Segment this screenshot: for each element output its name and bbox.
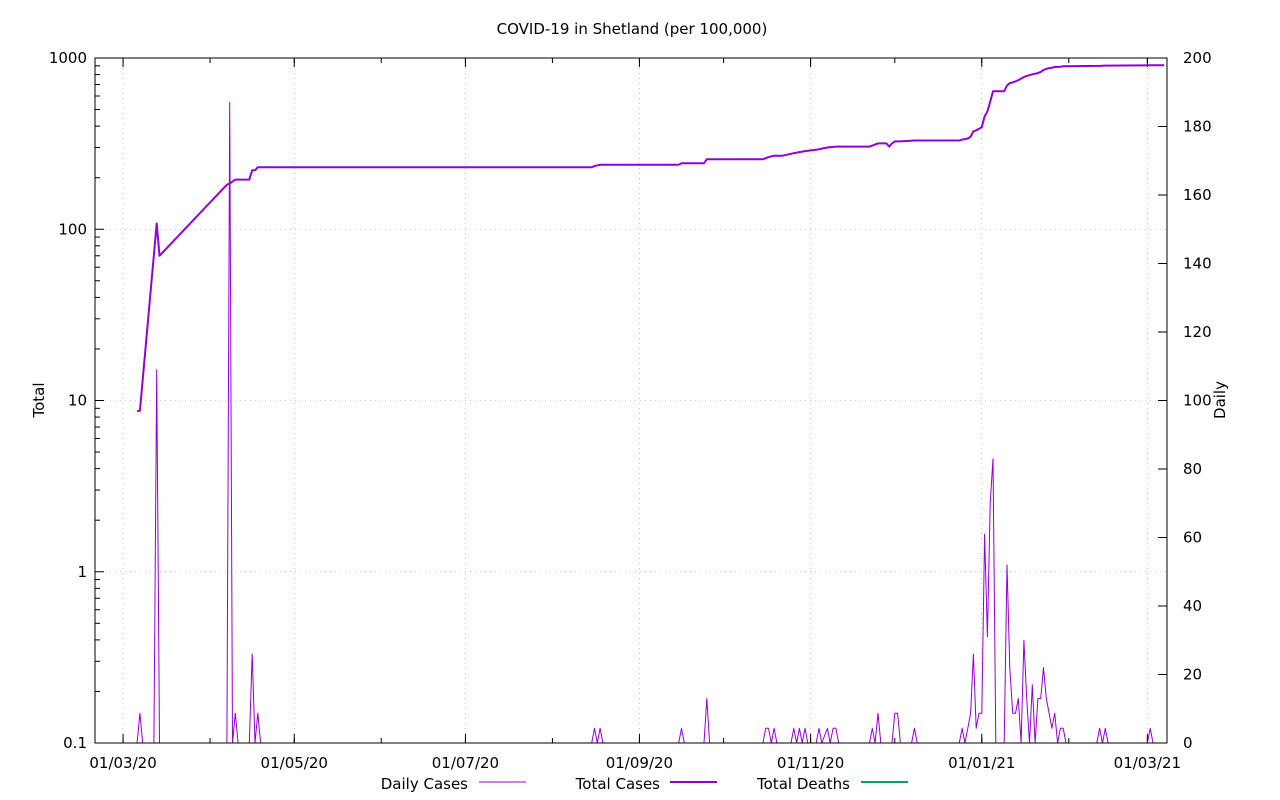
x-tick-label: 01/07/20 bbox=[432, 754, 499, 772]
x-tick-label: 01/11/20 bbox=[777, 754, 844, 772]
x-tick-label: 01/09/20 bbox=[606, 754, 673, 772]
x-tick-label: 01/03/20 bbox=[89, 754, 156, 772]
legend-label-daily-cases: Daily Cases bbox=[381, 775, 468, 793]
y-right-tick-label: 200 bbox=[1183, 49, 1212, 67]
total-cases-line bbox=[137, 64, 1165, 412]
y-left-tick-label: 10 bbox=[68, 392, 87, 410]
y-left-tick-label: 0.1 bbox=[63, 734, 87, 752]
grid bbox=[95, 58, 1167, 743]
plot-frame bbox=[94, 57, 1168, 744]
y-right-tick-label: 180 bbox=[1183, 118, 1212, 136]
legend-label-total-deaths: Total Deaths bbox=[756, 775, 850, 793]
y-right-tick-label: 80 bbox=[1183, 460, 1202, 478]
y-left-tick-label: 100 bbox=[58, 220, 87, 238]
y-right-tick-label: 160 bbox=[1183, 186, 1212, 204]
y-left-tick-label: 1 bbox=[77, 563, 87, 581]
y-right-tick-label: 20 bbox=[1183, 666, 1202, 684]
y-right-tick-label: 100 bbox=[1183, 392, 1212, 410]
axis-ticks: 0.1 1 10 100 1000 0 20 40 60 80 100 120 140 160 180 200… bbox=[49, 49, 1212, 772]
y-right-tick-label: 60 bbox=[1183, 529, 1202, 547]
x-tick-label: 01/01/21 bbox=[948, 754, 1015, 772]
y-left-tick-label: 1000 bbox=[49, 49, 87, 67]
chart-title: COVID-19 in Shetland (per 100,000) bbox=[497, 20, 768, 38]
y-right-tick-label: 120 bbox=[1183, 323, 1212, 341]
x-tick-label: 01/05/20 bbox=[261, 754, 328, 772]
y-axis-right-label: Daily bbox=[1211, 381, 1229, 419]
y-axis-left-label: Total bbox=[30, 382, 48, 418]
y-right-tick-label: 40 bbox=[1183, 597, 1202, 615]
y-right-tick-label: 0 bbox=[1183, 734, 1193, 752]
x-tick-label: 01/03/21 bbox=[1114, 754, 1181, 772]
legend: Daily Cases Total Cases Total Deaths bbox=[381, 775, 908, 793]
daily-cases-line bbox=[136, 102, 1154, 744]
legend-label-total-cases: Total Cases bbox=[575, 775, 661, 793]
y-right-tick-label: 140 bbox=[1183, 255, 1212, 273]
series-layer bbox=[136, 64, 1165, 744]
